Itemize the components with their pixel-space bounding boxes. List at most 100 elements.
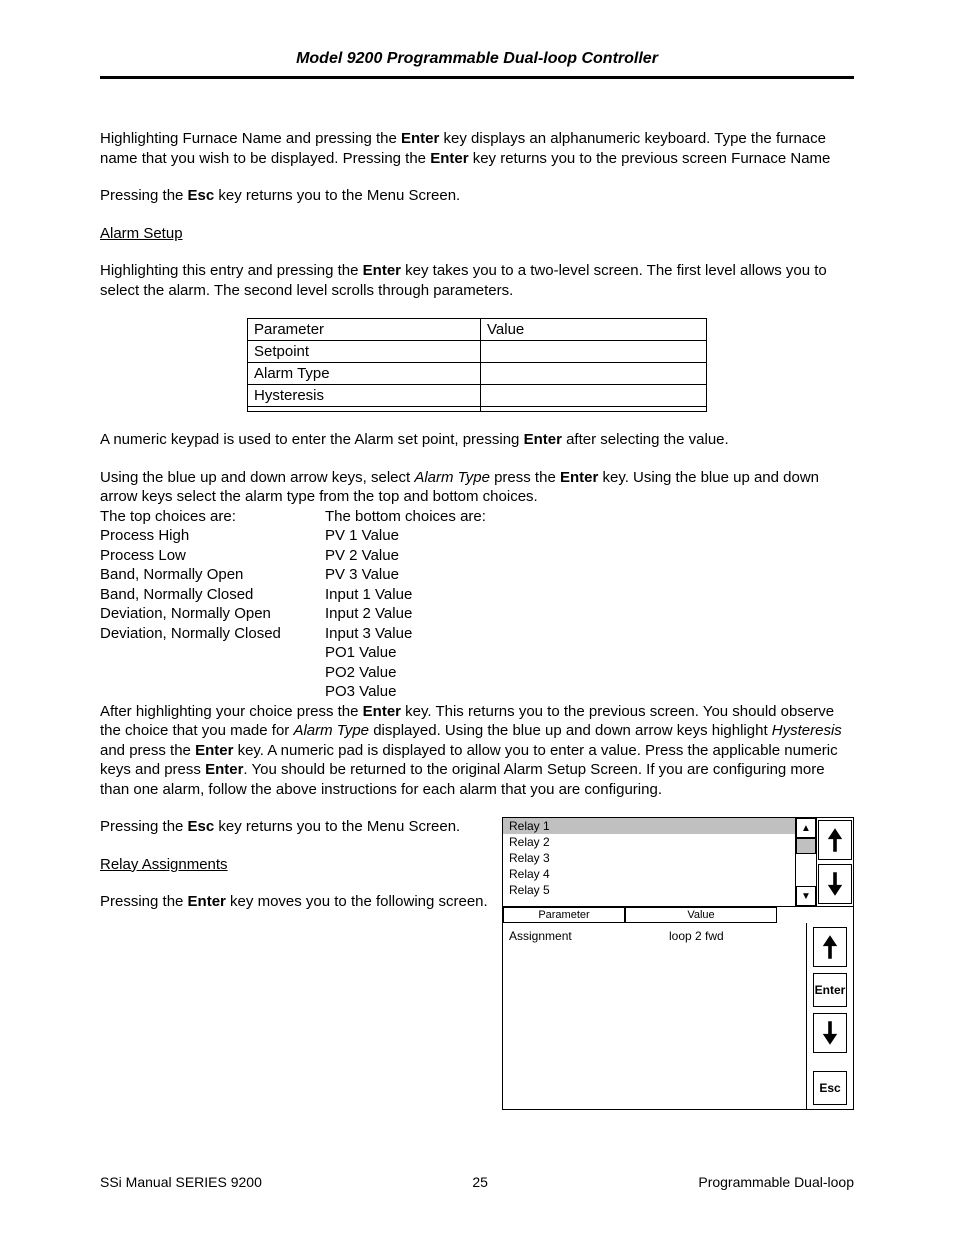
relay-list-item[interactable]: Relay 4 [503,866,795,882]
relay-assignments-screenshot: Relay 1 Relay 2 Relay 3 Relay 4 Relay 5 … [502,817,854,1110]
table-cell [481,363,707,385]
list-item: Input 1 Value [325,585,486,605]
table-row: Alarm Type [248,363,707,385]
table-row: Hysteresis [248,385,707,407]
table-row: Parameter Value [248,319,707,341]
scrollbar-up-icon[interactable]: ▲ [796,818,816,838]
page-header-title: Model 9200 Programmable Dual-loop Contro… [100,50,854,79]
enter-key-label: Enter [524,431,562,448]
text: key moves you to the following screen. [226,893,488,910]
text: Highlighting Furnace Name and pressing t… [100,130,401,147]
list-item: Input 3 Value [325,624,486,644]
table-cell: Parameter [248,319,481,341]
paragraph-select-alarm-type: Using the blue up and down arrow keys, s… [100,468,854,507]
nav-down-button[interactable] [818,864,852,904]
esc-key-label: Esc [188,818,215,835]
relay-list-item[interactable]: Relay 5 [503,882,795,898]
arrow-up-icon [826,826,844,854]
list-item: PV 1 Value [325,526,486,546]
enter-key-label: Enter [363,262,401,279]
param-header-cell: Value [625,907,777,923]
text: and press the [100,742,195,759]
enter-button[interactable]: Enter [813,973,847,1007]
enter-key-label: Enter [430,150,468,167]
footer-page-number: 25 [472,1174,488,1190]
relay-list-item[interactable]: Relay 2 [503,834,795,850]
list-item: Deviation, Normally Open [100,604,325,624]
text: Pressing the [100,818,188,835]
text: after selecting the value. [562,431,729,448]
list-item: PO3 Value [325,682,486,702]
text: Pressing the [100,893,188,910]
param-header-cell: Parameter [503,907,625,923]
text: key returns you to the Menu Screen. [214,187,460,204]
paragraph-after-highlight: After highlighting your choice press the… [100,702,854,800]
bottom-choices-label: The bottom choices are: [325,507,486,527]
paragraph-furnace-name: Highlighting Furnace Name and pressing t… [100,129,854,168]
hysteresis-italic: Hysteresis [772,722,842,739]
list-item: PO2 Value [325,663,486,683]
nav-up-button[interactable] [818,820,852,860]
scrollbar-down-icon[interactable]: ▼ [796,886,816,906]
table-cell: Value [481,319,707,341]
relay-list-item[interactable]: Relay 1 [503,818,795,834]
relay-list-item[interactable]: Relay 3 [503,850,795,866]
heading-text: Relay Assignments [100,856,228,873]
alarm-type-italic: Alarm Type [414,469,490,486]
text: Pressing the [100,187,188,204]
relay-scrollbar[interactable]: ▲ ▼ [796,818,817,906]
text: After highlighting your choice press the [100,703,363,720]
bottom-choices-column: The bottom choices are: PV 1 Value PV 2 … [325,507,486,702]
table-row: Setpoint [248,341,707,363]
footer-right: Programmable Dual-loop [698,1174,854,1190]
paragraph-numeric-keypad: A numeric keypad is used to enter the Al… [100,430,854,450]
nav-up-button[interactable] [813,927,847,967]
text: Highlighting this entry and pressing the [100,262,363,279]
arrow-up-icon [821,933,839,961]
heading-text: Alarm Setup [100,225,183,242]
list-item: PV 2 Value [325,546,486,566]
top-choices-column: The top choices are: Process High Proces… [100,507,325,702]
nav-down-button[interactable] [813,1013,847,1053]
assignment-label: Assignment [509,929,669,943]
list-item: Deviation, Normally Closed [100,624,325,644]
relay-param-header: Parameter Value [503,906,853,923]
scrollbar-track[interactable] [796,854,816,886]
enter-key-label: Enter [188,893,226,910]
footer-left: SSi Manual SERIES 9200 [100,1174,262,1190]
text: key returns you to the Menu Screen. [214,818,460,835]
table-cell: Setpoint [248,341,481,363]
relay-assignment-panel: Assignment loop 2 fwd [503,923,807,1109]
list-item: Process Low [100,546,325,566]
list-item: PO1 Value [325,643,486,663]
table-cell: Alarm Type [248,363,481,385]
top-choices-label: The top choices are: [100,507,325,527]
alarm-setup-heading: Alarm Setup [100,224,854,244]
enter-key-label: Enter [560,469,598,486]
text: Using the blue up and down arrow keys, s… [100,469,414,486]
list-item: Input 2 Value [325,604,486,624]
text: press the [490,469,560,486]
list-item: PV 3 Value [325,565,486,585]
alarm-type-italic: Alarm Type [293,722,369,739]
list-item: Process High [100,526,325,546]
relay-list: Relay 1 Relay 2 Relay 3 Relay 4 Relay 5 [503,818,796,906]
esc-button[interactable]: Esc [813,1071,847,1105]
table-row [248,407,707,412]
paragraph-alarm-entry: Highlighting this entry and pressing the… [100,261,854,300]
esc-key-label: Esc [188,187,215,204]
choices-columns: The top choices are: Process High Proces… [100,507,854,702]
list-item: Band, Normally Open [100,565,325,585]
assignment-value: loop 2 fwd [669,929,724,943]
enter-key-label: Enter [363,703,401,720]
enter-key-label: Enter [401,130,439,147]
table-cell: Hysteresis [248,385,481,407]
scrollbar-thumb[interactable] [796,838,816,854]
text: A numeric keypad is used to enter the Al… [100,431,524,448]
enter-key-label: Enter [205,761,243,778]
list-item: Band, Normally Closed [100,585,325,605]
arrow-down-icon [821,1019,839,1047]
enter-key-label: Enter [195,742,233,759]
text: key returns you to the previous screen F… [469,150,831,167]
table-cell [481,341,707,363]
